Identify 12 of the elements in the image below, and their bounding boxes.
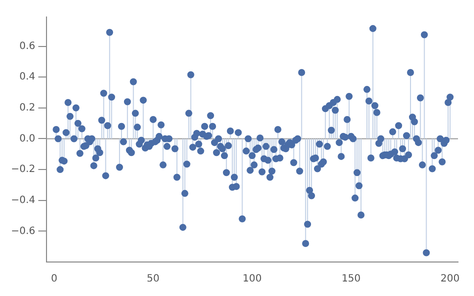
x-tick-label: 150 [342, 274, 361, 285]
y-tick-label: 0.0 [19, 133, 36, 144]
y-tick-label: −0.6 [10, 226, 36, 237]
x-tick-label: 0 [51, 274, 58, 285]
x-tick-label: 50 [146, 274, 160, 285]
y-tick-label: −0.4 [10, 194, 36, 206]
y-tick-label: 0.4 [19, 72, 36, 83]
y-tick-label: 0.2 [19, 102, 36, 114]
x-tick-label: 100 [242, 274, 262, 285]
y-tick-label: −0.2 [10, 164, 36, 176]
y-tick-label: 0.6 [19, 40, 36, 52]
x-tick-label: 200 [440, 274, 460, 285]
